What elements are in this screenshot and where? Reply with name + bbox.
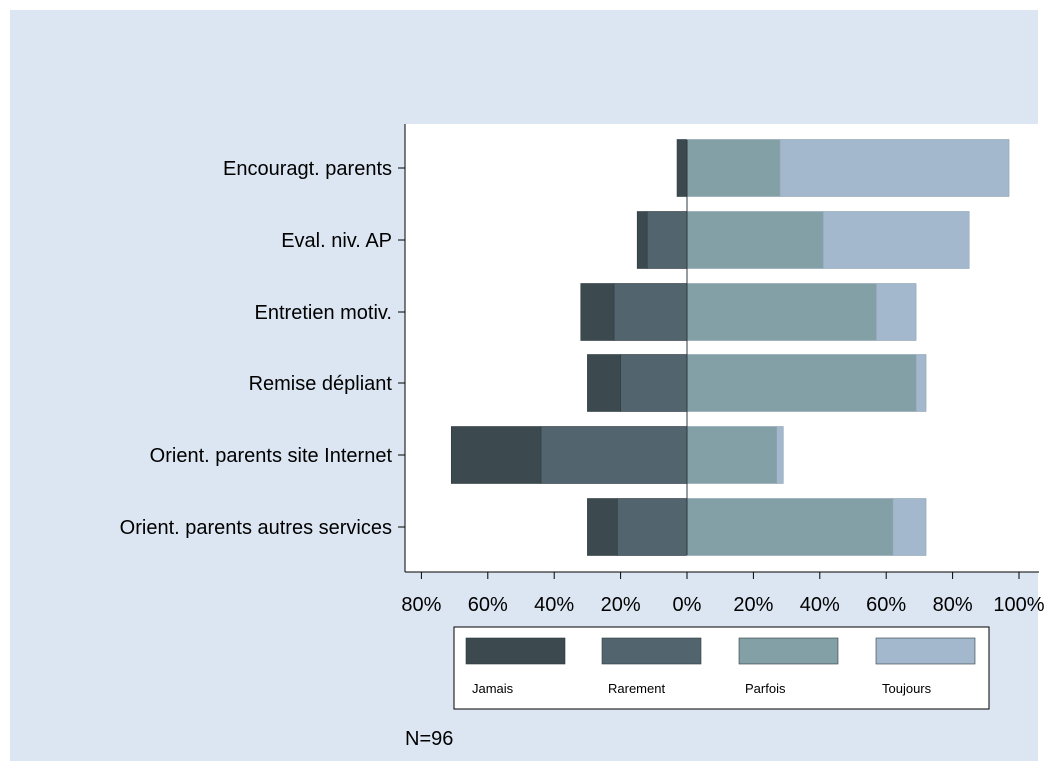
bar-jamais xyxy=(587,354,621,412)
bar-jamais xyxy=(587,498,618,556)
bar-parfois xyxy=(686,283,877,341)
bar-rarement xyxy=(620,354,688,412)
y-tick-label: Orient. parents autres services xyxy=(120,517,392,539)
x-tick-label: 60% xyxy=(866,594,906,616)
bar-jamais xyxy=(676,139,688,197)
x-tick-label: 100% xyxy=(993,594,1044,616)
x-tick-label: 40% xyxy=(534,594,574,616)
legend-swatch-parfois xyxy=(738,637,839,665)
legend-label-rarement: Rarement xyxy=(608,681,665,696)
bar-parfois xyxy=(686,354,917,412)
x-tick-label: 20% xyxy=(601,594,641,616)
bar-toujours xyxy=(915,354,927,412)
x-tick-label: 80% xyxy=(401,594,441,616)
y-tick-label: Encouragt. parents xyxy=(223,158,392,180)
y-tick-label: Remise dépliant xyxy=(249,373,393,395)
bars-group xyxy=(450,139,1010,556)
legend-label-toujours: Toujours xyxy=(882,681,932,696)
bar-toujours xyxy=(776,426,784,484)
legend: Jamais Rarement Parfois Toujours xyxy=(453,626,990,710)
bar-rarement xyxy=(646,211,688,269)
bar-rarement xyxy=(540,426,688,484)
x-tick-label: 0% xyxy=(673,594,702,616)
y-tick-label: Orient. parents site Internet xyxy=(150,445,393,467)
bar-jamais xyxy=(450,426,542,484)
x-tick-label: 80% xyxy=(933,594,973,616)
legend-label-parfois: Parfois xyxy=(745,681,786,696)
bar-parfois xyxy=(686,139,781,197)
bar-jamais xyxy=(580,283,615,341)
legend-swatch-rarement xyxy=(601,637,702,665)
bar-toujours xyxy=(822,211,970,269)
y-tick-label: Eval. niv. AP xyxy=(281,230,392,252)
sample-size-note: N=96 xyxy=(405,728,453,750)
bar-parfois xyxy=(686,426,777,484)
y-tick-label: Entretien motiv. xyxy=(255,302,392,324)
legend-swatch-jamais xyxy=(465,637,566,665)
x-tick-label: 40% xyxy=(800,594,840,616)
legend-swatch-toujours xyxy=(875,637,976,665)
bar-parfois xyxy=(686,498,894,556)
bar-jamais xyxy=(636,211,648,269)
bar-parfois xyxy=(686,211,824,269)
plot-area xyxy=(405,124,1039,572)
bar-rarement xyxy=(616,498,688,556)
axes-group: Encouragt. parents Eval. niv. AP Entretien… xyxy=(120,124,1045,616)
legend-label-jamais: Jamais xyxy=(472,681,514,696)
bar-toujours xyxy=(779,139,1010,197)
bar-rarement xyxy=(613,283,688,341)
x-tick-label: 20% xyxy=(733,594,773,616)
bar-toujours xyxy=(892,498,927,556)
x-tick-label: 60% xyxy=(468,594,508,616)
bar-toujours xyxy=(875,283,917,341)
